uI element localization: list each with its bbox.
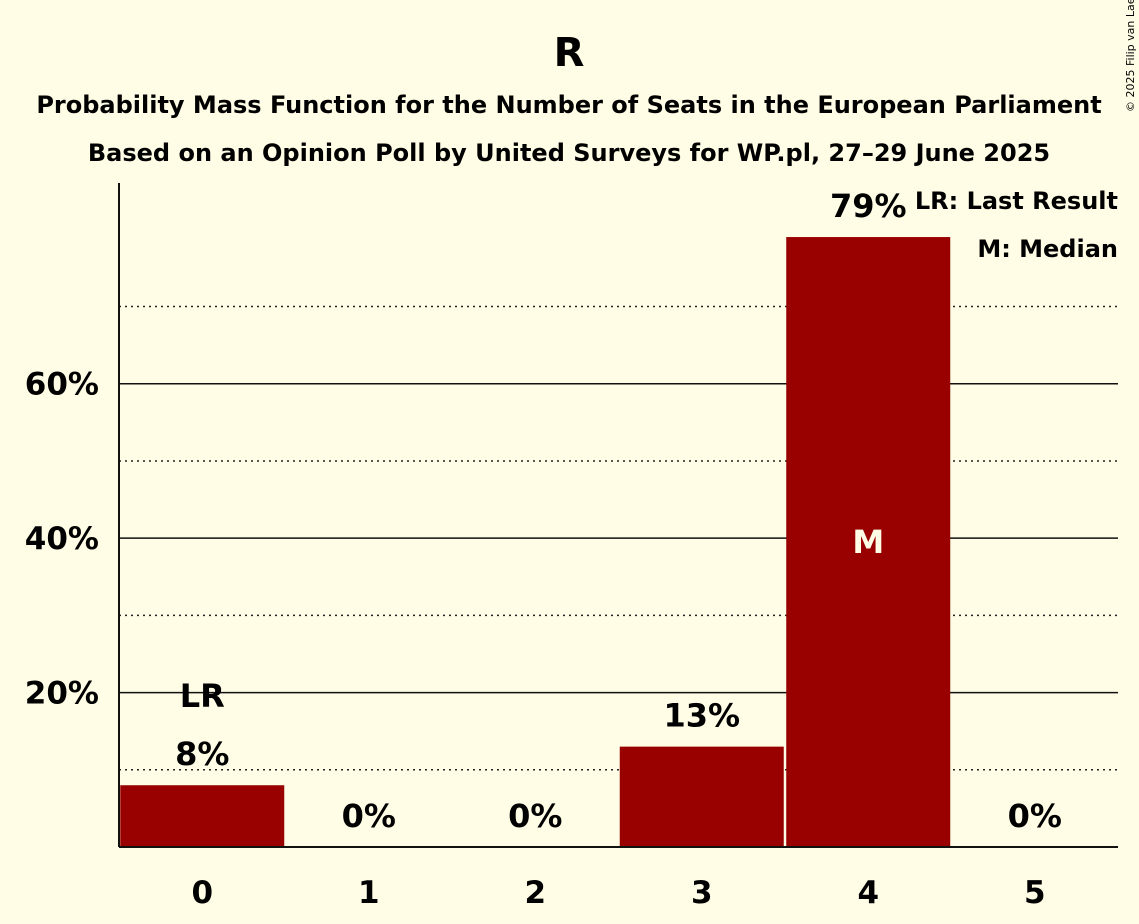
value-label: 13%: [663, 697, 740, 735]
value-label: 0%: [342, 797, 396, 835]
chart-subtitle-2: Based on an Opinion Poll by United Surve…: [88, 139, 1050, 167]
x-tick-label: 5: [1024, 875, 1046, 911]
value-label: 0%: [1008, 797, 1062, 835]
legend-last-result: LR: Last Result: [915, 187, 1118, 215]
y-tick-label: 40%: [25, 521, 99, 557]
x-tick-label: 1: [358, 875, 380, 911]
axes: [118, 183, 1118, 848]
axis-ticks: 20% 40% 60% 0 1 2 3 4 5: [25, 367, 1046, 911]
y-tick-label: 60%: [25, 367, 99, 403]
value-label: 0%: [508, 797, 562, 835]
x-tick-label: 4: [857, 875, 879, 911]
copyright-note: © 2025 Filip van Laenen: [1124, 0, 1137, 112]
median-marker: M: [852, 523, 884, 561]
x-tick-label: 3: [691, 875, 713, 911]
last-result-marker: LR: [180, 677, 225, 715]
bar: [619, 746, 784, 847]
bars: [120, 237, 951, 847]
bar: [120, 785, 285, 847]
value-label: 8%: [175, 735, 229, 773]
x-tick-label: 2: [524, 875, 546, 911]
gridlines: [119, 305, 1118, 771]
legend-median: M: Median: [977, 235, 1118, 263]
y-tick-label: 20%: [25, 676, 99, 712]
x-tick-label: 0: [191, 875, 213, 911]
bar: [786, 237, 951, 847]
chart-subtitle-1: Probability Mass Function for the Number…: [36, 91, 1101, 119]
value-labels: 8% LR 0% 0% 13% 79% M 0%: [175, 187, 1062, 835]
value-label: 79%: [830, 187, 907, 225]
chart-title: R: [554, 30, 585, 76]
